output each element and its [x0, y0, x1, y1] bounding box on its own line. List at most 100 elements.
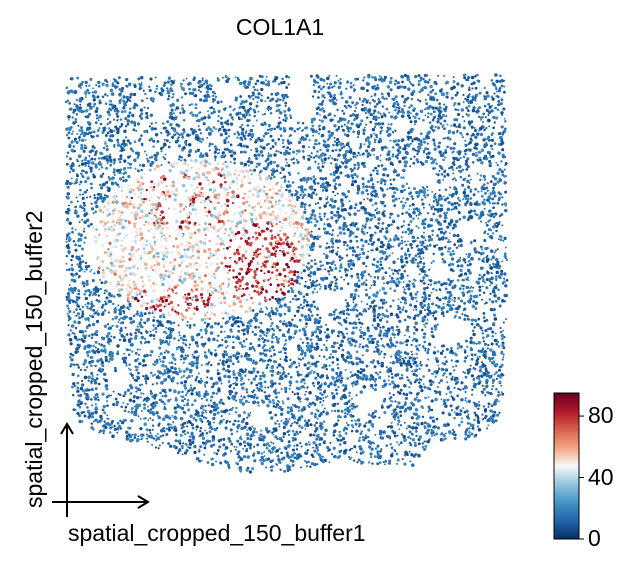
cell-point	[124, 326, 127, 329]
cell-point	[316, 417, 319, 420]
cell-point	[127, 166, 130, 170]
cell-point	[470, 374, 474, 378]
cell-point	[130, 196, 133, 200]
cell-point	[326, 196, 329, 198]
cell-point	[353, 163, 357, 167]
cell-point	[365, 256, 369, 260]
cell-point	[143, 406, 147, 410]
cell-point	[241, 105, 246, 110]
cell-point	[411, 370, 414, 373]
cell-point	[398, 443, 401, 446]
cell-point	[107, 221, 110, 223]
cell-point	[84, 138, 87, 141]
cell-point	[492, 323, 495, 326]
cell-point	[330, 280, 334, 284]
cell-point	[372, 387, 375, 390]
cell-point	[270, 92, 274, 96]
cell-point	[411, 235, 416, 240]
cell-point	[441, 411, 445, 415]
cell-point	[416, 290, 419, 293]
cell-point	[191, 374, 194, 377]
cell-point	[315, 421, 318, 425]
cell-point	[228, 182, 233, 186]
cell-point	[93, 395, 96, 399]
cell-point	[326, 376, 329, 380]
cell-point	[260, 461, 264, 466]
cell-point	[315, 360, 318, 364]
cell-point	[315, 112, 319, 115]
cell-point	[71, 163, 75, 167]
cell-point	[450, 377, 454, 381]
cell-point	[225, 165, 229, 169]
cell-point	[95, 204, 99, 209]
cell-point	[114, 397, 118, 401]
cell-point	[425, 364, 429, 367]
cell-point	[325, 197, 329, 201]
cell-point	[374, 304, 378, 307]
cell-point	[482, 112, 486, 116]
cell-point	[240, 354, 244, 358]
cell-point	[364, 374, 368, 379]
cell-point	[333, 213, 336, 217]
cell-point	[149, 408, 153, 411]
cell-point	[465, 339, 468, 343]
cell-point	[198, 112, 201, 115]
cell-point	[251, 467, 255, 471]
cell-point	[332, 204, 336, 209]
cell-point	[229, 428, 233, 432]
cell-point	[144, 363, 147, 367]
cell-point	[333, 81, 337, 85]
cell-point	[283, 312, 287, 316]
cell-point	[493, 194, 497, 198]
cell-point	[259, 334, 262, 338]
cell-point	[115, 269, 118, 272]
cell-point	[257, 153, 261, 157]
cell-point	[286, 330, 290, 334]
cell-point	[353, 295, 357, 299]
cell-point	[267, 142, 270, 145]
cell-point	[408, 280, 411, 283]
cell-point	[100, 343, 104, 347]
cell-point	[303, 203, 307, 206]
cell-point	[387, 375, 390, 378]
cell-point	[343, 244, 346, 247]
cell-point	[255, 430, 258, 434]
cell-point	[219, 185, 223, 189]
cell-point	[481, 251, 485, 255]
cell-point	[145, 240, 148, 243]
cell-point	[223, 256, 227, 260]
cell-point	[445, 360, 448, 363]
cell-point	[361, 182, 365, 186]
cell-point	[282, 118, 285, 122]
cell-point	[253, 168, 257, 172]
cell-point	[155, 439, 158, 442]
cell-point	[148, 88, 152, 93]
cell-point	[312, 433, 316, 437]
cell-point	[101, 95, 105, 99]
cell-point	[175, 189, 178, 192]
cell-point	[244, 219, 248, 223]
cell-point	[503, 117, 506, 120]
cell-point	[416, 152, 419, 156]
cell-point	[252, 377, 256, 381]
cell-point	[462, 309, 465, 312]
cell-point	[137, 77, 141, 81]
cell-point	[456, 234, 460, 237]
cell-point	[480, 266, 484, 270]
cell-point	[340, 376, 344, 380]
cell-point	[266, 96, 270, 100]
cell-point	[96, 359, 100, 363]
cell-point	[343, 118, 347, 122]
cell-point	[189, 255, 193, 260]
cell-point	[150, 127, 155, 131]
cell-point	[264, 176, 268, 180]
cell-point	[161, 251, 165, 255]
cell-point	[164, 377, 168, 381]
cell-point	[91, 374, 94, 377]
cell-point	[343, 278, 346, 281]
cell-point	[260, 229, 264, 233]
cell-point	[204, 409, 207, 412]
cell-point	[437, 237, 442, 241]
cell-point	[444, 404, 448, 408]
cell-point	[340, 125, 344, 128]
